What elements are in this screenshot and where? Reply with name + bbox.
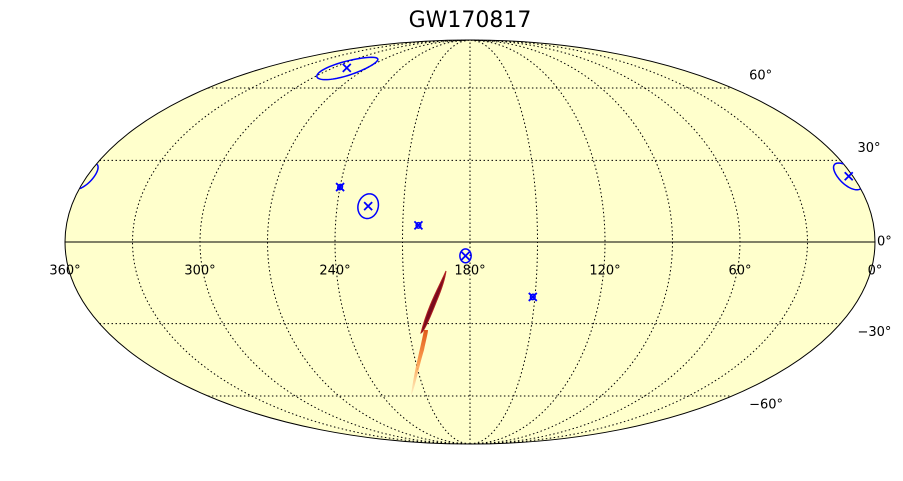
source-circle — [357, 193, 380, 220]
map-area: 60° 30° 0° −30° −60° 360° 300° 240° 180° 120° 60° 0… — [49, 39, 892, 445]
lon-tick-label: 300° — [184, 264, 215, 279]
source-circle — [79, 162, 861, 191]
lat-tick-label: −30° — [857, 325, 891, 340]
source-marker — [363, 201, 373, 211]
source-marker — [844, 171, 854, 181]
source-marker — [528, 292, 538, 302]
lat-tick-label: 0° — [877, 235, 892, 250]
meridian — [266, 39, 471, 445]
source-marker — [335, 182, 345, 192]
source-marker — [460, 251, 471, 261]
source-circle — [316, 56, 379, 81]
probability-tail — [411, 330, 428, 395]
source-marker — [413, 220, 424, 231]
meridian — [199, 39, 471, 445]
sky-outline — [64, 39, 876, 445]
meridian — [469, 39, 741, 445]
source-circle — [459, 248, 472, 264]
lon-tick-label: 120° — [589, 264, 620, 279]
lon-tick-label: 240° — [319, 264, 350, 279]
lon-tick-label: 0° — [868, 264, 883, 279]
lat-tick-label: 30° — [857, 141, 880, 156]
source-marker — [342, 63, 352, 73]
meridian — [469, 39, 539, 445]
lon-tick-label: 360° — [49, 264, 80, 279]
probability-core — [420, 270, 447, 334]
meridian — [401, 39, 471, 445]
lat-tick-label: 60° — [749, 68, 772, 83]
lat-tick-label: −60° — [749, 398, 783, 413]
lon-tick-label: 60° — [728, 264, 751, 279]
meridian — [469, 39, 674, 445]
chart-title: GW170817 — [409, 8, 532, 33]
lon-tick-label: 180° — [454, 264, 485, 279]
